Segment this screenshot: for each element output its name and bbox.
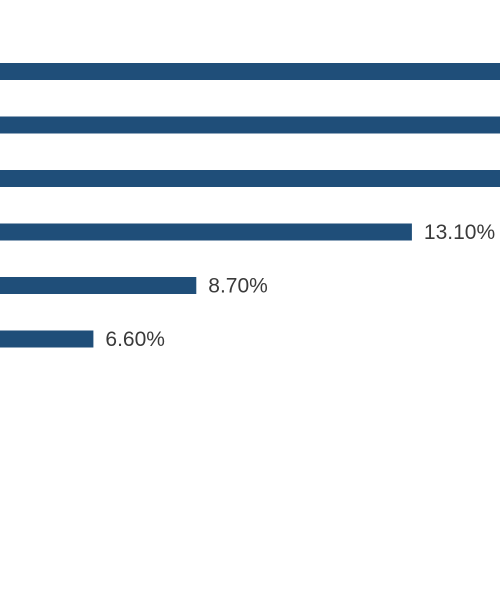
- bar-5: [0, 277, 197, 294]
- bar-1: [0, 63, 500, 80]
- bar-2: [0, 116, 500, 134]
- bar-6: [0, 330, 94, 348]
- bar-value-label-6: 6.60%: [105, 328, 165, 351]
- data-labels-group: 13.10% 8.70% 6.60%: [105, 221, 495, 351]
- bar-4: [0, 223, 412, 241]
- bar-value-label-4: 13.10%: [424, 221, 495, 244]
- bar-3: [0, 170, 500, 187]
- bar-value-label-5: 8.70%: [208, 275, 268, 298]
- bars-group: [0, 63, 500, 348]
